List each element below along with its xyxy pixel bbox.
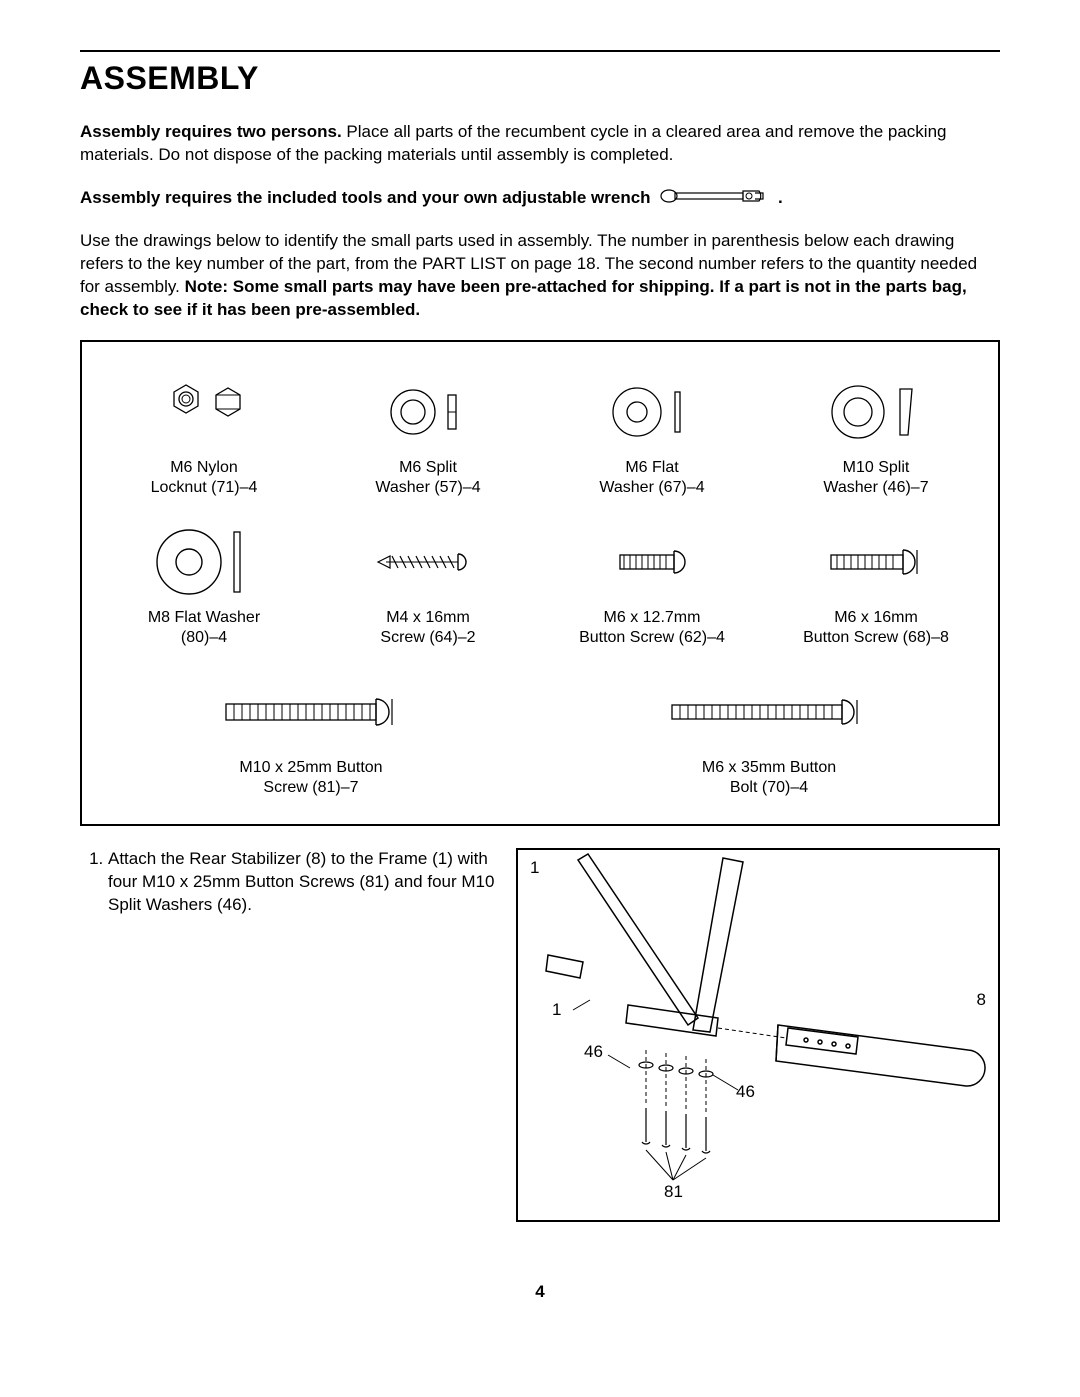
callout-81: 81 — [664, 1182, 683, 1202]
wrench-icon — [659, 185, 769, 212]
part-label: M8 Flat Washer(80)–4 — [148, 608, 260, 648]
part-cell: M6 x 35mm ButtonBolt (70)–4 — [570, 672, 968, 798]
callout-1-top: 1 — [530, 858, 539, 878]
callout-46-a: 46 — [584, 1042, 603, 1062]
part-cell: M6 FlatWasher (67)–4 — [560, 372, 744, 498]
identify-paragraph: Use the drawings below to identify the s… — [80, 230, 1000, 322]
part-cell: M6 x 12.7mmButton Screw (62)–4 — [560, 522, 744, 648]
intro-lead-bold: Assembly requires two persons. — [80, 122, 342, 141]
part-cell: M8 Flat Washer(80)–4 — [112, 522, 296, 648]
parts-box: M6 NylonLocknut (71)–4 M6 SplitWasher (5… — [80, 340, 1000, 826]
parts-wide-row: M10 x 25mm ButtonScrew (81)–7 — [112, 672, 968, 798]
callout-1-mid: 1 — [552, 1000, 561, 1020]
page-container: ASSEMBLY Assembly requires two persons. … — [0, 0, 1080, 1342]
part-label: M6 x 35mm ButtonBolt (70)–4 — [702, 758, 836, 798]
part-label: M6 SplitWasher (57)–4 — [375, 458, 480, 498]
part-label: M6 x 16mmButton Screw (68)–8 — [803, 608, 949, 648]
tools-requirement: Assembly requires the included tools and… — [80, 185, 1000, 212]
callout-46-b: 46 — [736, 1082, 755, 1102]
step-1-figure: 1 1 8 46 46 81 — [516, 848, 1000, 1222]
part-label: M6 x 12.7mmButton Screw (62)–4 — [579, 608, 725, 648]
step-1-row: Attach the Rear Stabilizer (8) to the Fr… — [80, 848, 1000, 1222]
top-rule — [80, 50, 1000, 52]
button-screw-long-b-icon — [654, 672, 884, 752]
identify-bold: Note: Some small parts may have been pre… — [80, 277, 967, 319]
part-cell: M6 NylonLocknut (71)–4 — [112, 372, 296, 498]
split-washer-large-icon — [816, 372, 936, 452]
page-title: ASSEMBLY — [80, 60, 1000, 97]
button-screw-short-icon — [592, 522, 712, 602]
intro-paragraph-1: Assembly requires two persons. Place all… — [80, 121, 1000, 167]
flat-washer-icon — [597, 372, 707, 452]
page-number: 4 — [80, 1282, 1000, 1302]
callout-8: 8 — [977, 990, 986, 1010]
button-screw-med-icon — [811, 522, 941, 602]
part-label: M6 FlatWasher (67)–4 — [599, 458, 704, 498]
part-cell: M10 SplitWasher (46)–7 — [784, 372, 968, 498]
parts-grid: M6 NylonLocknut (71)–4 M6 SplitWasher (5… — [112, 372, 968, 648]
part-cell: M4 x 16mmScrew (64)–2 — [336, 522, 520, 648]
step-1-text: Attach the Rear Stabilizer (8) to the Fr… — [80, 848, 496, 1222]
part-label: M6 NylonLocknut (71)–4 — [151, 458, 258, 498]
tools-text: Assembly requires the included tools and… — [80, 188, 651, 207]
button-screw-long-a-icon — [206, 672, 416, 752]
part-cell: M6 x 16mmButton Screw (68)–8 — [784, 522, 968, 648]
wood-screw-icon — [368, 522, 488, 602]
nylon-locknut-icon — [144, 372, 264, 452]
part-label: M10 SplitWasher (46)–7 — [823, 458, 928, 498]
part-label: M4 x 16mmScrew (64)–2 — [380, 608, 475, 648]
part-cell: M10 x 25mm ButtonScrew (81)–7 — [112, 672, 510, 798]
split-washer-icon — [373, 372, 483, 452]
part-label: M10 x 25mm ButtonScrew (81)–7 — [239, 758, 382, 798]
flat-washer-large-icon — [144, 522, 264, 602]
step-1-item: Attach the Rear Stabilizer (8) to the Fr… — [108, 848, 496, 917]
part-cell: M6 SplitWasher (57)–4 — [336, 372, 520, 498]
tools-period: . — [773, 188, 782, 207]
